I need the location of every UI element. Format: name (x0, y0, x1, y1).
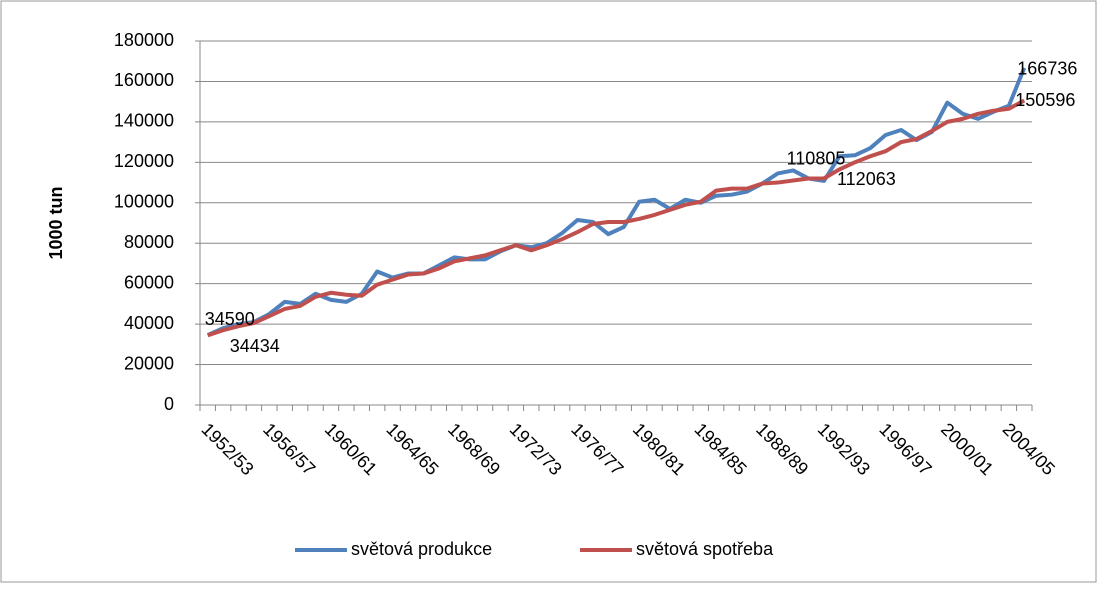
y-tick-label: 100000 (114, 192, 174, 212)
y-tick-label: 0 (164, 394, 174, 414)
y-tick-label: 120000 (114, 151, 174, 171)
data-label: 34590 (205, 309, 255, 329)
data-label: 110805 (787, 149, 846, 169)
legend-label: světová spotřeba (636, 539, 774, 559)
data-label: 112063 (837, 169, 896, 189)
y-tick-label: 140000 (114, 111, 174, 131)
y-tick-label: 80000 (124, 232, 174, 252)
y-axis-title: 1000 tun (46, 186, 66, 259)
legend-label: světová produkce (351, 539, 492, 559)
y-tick-label: 40000 (124, 313, 174, 333)
y-tick-label: 180000 (114, 30, 174, 50)
series-line (207, 98, 1026, 338)
data-label: 166736 (1017, 59, 1077, 79)
series-line (206, 67, 1027, 337)
data-label: 150596 (1015, 90, 1075, 110)
y-tick-label: 160000 (114, 70, 174, 90)
y-tick-label: 60000 (124, 272, 174, 292)
y-tick-label: 20000 (124, 353, 174, 373)
data-label: 34434 (230, 336, 280, 356)
